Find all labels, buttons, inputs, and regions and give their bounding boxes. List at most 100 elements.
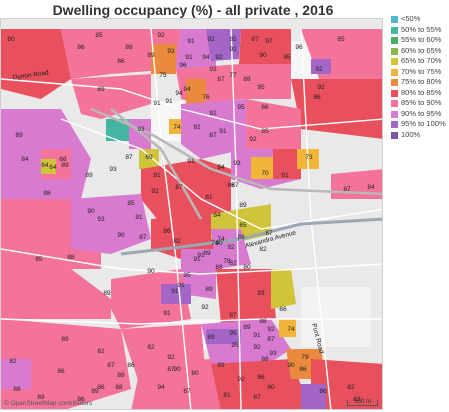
area-value-label: 64: [49, 164, 57, 171]
region-area[interactable]: [176, 29, 216, 69]
region-area[interactable]: [1, 359, 31, 389]
area-value-label: 87: [107, 362, 115, 369]
area-value-label: 84: [21, 156, 29, 163]
area-value-label: 87: [267, 336, 275, 343]
legend-label: 65% to 70%: [401, 56, 442, 65]
legend: <50% 50% to 55% 55% to 60% 60% to 65% 65% to…: [390, 14, 448, 140]
region-area[interactable]: [169, 119, 181, 134]
area-value-label: 85: [337, 36, 345, 43]
region-area[interactable]: [71, 74, 151, 119]
region-area[interactable]: [106, 119, 129, 141]
area-value-label: 61: [281, 172, 289, 179]
area-value-label: 86: [261, 104, 269, 111]
area-value-label: 86: [117, 58, 125, 65]
legend-label: 95% to 100%: [401, 119, 446, 128]
region-area[interactable]: [279, 319, 296, 337]
area-value-label: 94: [183, 86, 191, 93]
region-area[interactable]: [161, 284, 191, 304]
legend-swatch: [391, 100, 398, 107]
region-area[interactable]: [239, 29, 291, 64]
area-value-label: 82: [173, 238, 181, 245]
area-value-label: 68: [59, 156, 67, 163]
legend-item[interactable]: 55% to 60%: [390, 35, 448, 46]
area-value-label: 82: [229, 260, 237, 267]
area-value-label: 94: [157, 384, 165, 391]
legend-item[interactable]: 70% to 75%: [390, 67, 448, 78]
region-area[interactable]: [271, 269, 296, 309]
area-value-label: 90: [173, 366, 181, 373]
legend-label: 80% to 85%: [401, 87, 442, 97]
area-value-label: 89: [207, 334, 215, 341]
region-area[interactable]: [71, 194, 151, 254]
legend-item[interactable]: <50%: [390, 14, 448, 25]
area-value-label: 91: [197, 252, 205, 259]
area-value-label: 78: [223, 258, 231, 265]
region-area[interactable]: [129, 119, 151, 149]
area-value-label: 91: [163, 310, 171, 317]
area-value-label: 91: [187, 158, 195, 165]
region-area[interactable]: [216, 269, 276, 324]
region-area[interactable]: [1, 29, 71, 99]
area-value-label: 86: [313, 94, 321, 101]
area-value-label: 86: [319, 388, 327, 395]
region-area[interactable]: [311, 59, 331, 74]
legend-item[interactable]: 100%: [390, 130, 448, 141]
legend-item[interactable]: 75% to 80%: [390, 77, 448, 88]
legend-item[interactable]: 60% to 65%: [390, 46, 448, 57]
legend-item[interactable]: 50% to 55%: [390, 25, 448, 36]
legend-item[interactable]: 65% to 70%: [390, 56, 448, 67]
region-area[interactable]: [206, 29, 241, 61]
legend-label: 60% to 65%: [401, 45, 442, 55]
region-area[interactable]: [291, 79, 383, 139]
region-area[interactable]: [181, 99, 246, 159]
area-value-label: 92: [253, 344, 261, 351]
legend-item[interactable]: 95% to 100%: [390, 119, 448, 130]
area-value-label: 91: [219, 128, 227, 135]
region-area[interactable]: [239, 64, 291, 99]
area-value-label: 82: [259, 246, 267, 253]
area-value-label: 90: [259, 52, 267, 59]
legend-item[interactable]: 80% to 85%: [390, 88, 448, 99]
area-value-label: 89: [237, 234, 245, 241]
region-area[interactable]: [139, 149, 159, 169]
area-value-label: 89: [243, 324, 251, 331]
area-value-label: 87: [229, 312, 237, 319]
area-value-label: 91: [171, 288, 179, 295]
area-value-label: 89: [205, 286, 213, 293]
area-value-label: 88: [43, 190, 51, 197]
region-area[interactable]: [246, 99, 301, 149]
legend-item[interactable]: 90% to 95%: [390, 109, 448, 120]
region-area[interactable]: [206, 329, 241, 344]
area-value-label: 82: [9, 358, 17, 365]
area-value-label: 91: [185, 54, 193, 61]
area-value-label: 92: [267, 326, 275, 333]
area-value-label: 80: [191, 370, 199, 377]
area-value-label: 86: [299, 366, 307, 373]
area-value-label: 93: [109, 166, 117, 173]
region-area[interactable]: [311, 359, 383, 410]
area-value-label: 81: [205, 194, 213, 201]
region-area[interactable]: [301, 384, 326, 410]
area-value-label: 90: [287, 362, 295, 369]
map-canvas[interactable]: Dynon Road Alexandra Avenue Punt Road 80…: [1, 19, 383, 410]
area-value-label: 91: [165, 98, 173, 105]
region-area[interactable]: [273, 149, 301, 179]
region-area[interactable]: [186, 79, 206, 104]
legend-label: 100%: [401, 129, 421, 139]
region-layer[interactable]: [1, 29, 383, 410]
legend-item[interactable]: 85% to 90%: [390, 98, 448, 109]
map-attribution[interactable]: © OpenStreetMap contributors: [4, 400, 93, 407]
region-area[interactable]: [251, 157, 273, 179]
region-area[interactable]: [131, 359, 221, 410]
area-value-label: 88: [125, 44, 133, 51]
choropleth-map[interactable]: Dynon Road Alexandra Avenue Punt Road 80…: [0, 18, 383, 410]
region-area[interactable]: [211, 359, 311, 410]
legend-swatch: [391, 58, 398, 65]
region-area[interactable]: [151, 44, 176, 74]
region-area[interactable]: [1, 319, 131, 410]
area-value-label: 80: [7, 36, 15, 43]
area-value-label: 87: [253, 394, 261, 401]
region-area[interactable]: [41, 159, 56, 174]
legend-swatch: [391, 68, 398, 76]
region-area[interactable]: [1, 269, 111, 319]
